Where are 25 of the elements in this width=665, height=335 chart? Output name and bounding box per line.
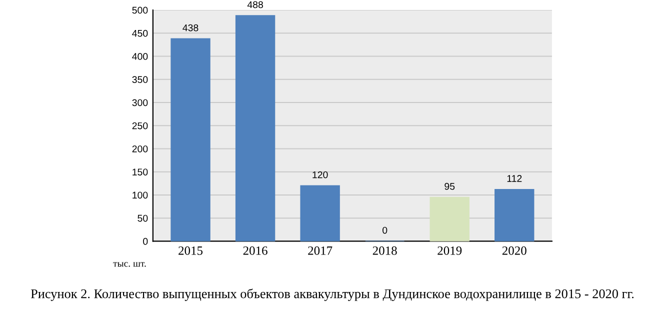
y-tick-label: 300 bbox=[132, 99, 148, 106]
y-tick-label: 350 bbox=[132, 76, 148, 84]
data-label: 95 bbox=[444, 182, 455, 190]
x-tick-label: 2017 bbox=[308, 246, 332, 255]
x-tick-label: 2019 bbox=[438, 246, 462, 255]
y-tick-label: 250 bbox=[132, 122, 148, 130]
x-tick-label: 2015 bbox=[178, 246, 203, 255]
y-tick-label: 100 bbox=[132, 192, 148, 199]
x-tick-label: 2020 bbox=[502, 246, 526, 255]
data-label: 438 bbox=[182, 24, 198, 32]
x-tick-label: 2016 bbox=[243, 246, 268, 255]
text: Рисунок 2. Количество выпущенных объектов аквакультуры в Дундинское водохранилище в 2015 - 2020 гг. bbox=[30, 288, 634, 301]
y-tick-label: 400 bbox=[132, 53, 148, 60]
data-label: 0 bbox=[382, 226, 388, 234]
y-axis-title: тыс. шт. bbox=[113, 262, 146, 267]
y-tick-label: 500 bbox=[132, 6, 148, 14]
x-tick-label: 2018 bbox=[372, 246, 397, 255]
y-tick-label: 50 bbox=[138, 214, 148, 222]
y-tick-label: 200 bbox=[132, 145, 148, 152]
y-tick-label: 0 bbox=[143, 238, 148, 245]
y-tick-label: 450 bbox=[132, 30, 148, 37]
data-label: 120 bbox=[312, 171, 328, 178]
data-label: 112 bbox=[507, 175, 522, 182]
y-tick-label: 150 bbox=[132, 168, 148, 176]
data-label: 488 bbox=[247, 1, 263, 8]
